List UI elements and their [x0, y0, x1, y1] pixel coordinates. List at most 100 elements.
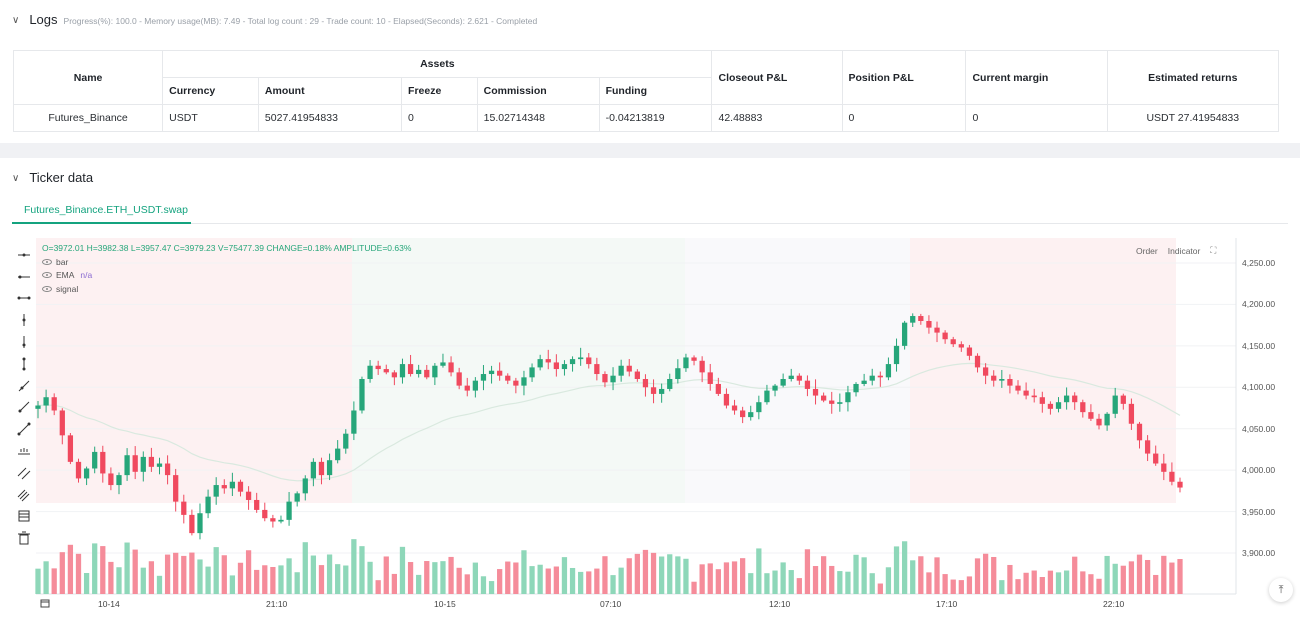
candle-body	[472, 380, 478, 391]
candle-body	[229, 481, 236, 489]
candle-body	[675, 368, 681, 379]
eye-icon[interactable]	[42, 272, 52, 278]
vertical-ray-icon[interactable]	[14, 331, 34, 353]
logs-status: Progress(%): 100.0 - Memory usage(MB): 7…	[63, 16, 538, 26]
ticker-header[interactable]: ∨ Ticker data	[12, 170, 93, 185]
horizontal-ray-icon[interactable]	[14, 266, 34, 288]
candle-body	[650, 387, 657, 394]
ohlc-readout: O=3972.01 H=3982.38 L=3957.47 C=3979.23 …	[42, 243, 412, 253]
segment-line-icon[interactable]	[14, 418, 34, 440]
scroll-top-button[interactable]: ⤒	[1269, 578, 1293, 602]
volume-bar	[837, 571, 843, 594]
fullscreen-icon[interactable]: ⛶	[1210, 245, 1217, 255]
candle-body	[359, 379, 365, 411]
indicator-button[interactable]: Indicator	[1167, 245, 1201, 256]
candle-body	[1120, 395, 1126, 404]
candle-body	[302, 478, 308, 494]
fibonacci-icon[interactable]	[14, 484, 34, 506]
volume-bar	[286, 558, 292, 594]
candle-body	[982, 367, 989, 376]
indicator-ema[interactable]: EMA n/a	[42, 270, 92, 280]
volume-bar	[521, 550, 527, 594]
vertical-segment-icon[interactable]	[14, 353, 34, 375]
candle-body	[497, 370, 503, 376]
volume-bar	[440, 561, 446, 594]
eye-icon[interactable]	[42, 286, 52, 292]
candle-body	[691, 357, 697, 361]
candle-body	[245, 491, 252, 500]
candle-body	[561, 364, 568, 370]
closeout-pnl-header: Closeout P&L	[711, 50, 843, 105]
horizontal-segment-icon[interactable]	[14, 288, 34, 310]
ticker-title: Ticker data	[29, 170, 94, 185]
volume-bar	[43, 561, 49, 594]
volume-bar	[359, 546, 365, 594]
candle-body	[1177, 481, 1183, 488]
volume-bar	[974, 558, 981, 594]
volume-bar	[885, 567, 892, 594]
candle-body	[594, 364, 600, 375]
horizontal-line-icon[interactable]	[14, 244, 34, 266]
volume-bar	[108, 561, 114, 594]
candle-body	[788, 375, 794, 379]
tab-eth-usdt-swap[interactable]: Futures_Binance.ETH_USDT.swap	[12, 196, 191, 224]
candle-body	[100, 451, 106, 474]
parallel-channel-icon[interactable]	[14, 462, 34, 484]
chevron-down-icon[interactable]: ∨	[12, 15, 20, 26]
candle-body	[213, 485, 219, 497]
volume-bar	[780, 562, 786, 594]
volume-bar	[610, 575, 616, 594]
candle-body	[335, 448, 341, 461]
candle-body	[545, 359, 551, 363]
annotation-icon[interactable]	[14, 506, 34, 528]
candle-body	[820, 395, 827, 401]
candle-body	[43, 397, 49, 406]
logs-header[interactable]: ∨ Logs Progress(%): 100.0 - Memory usage…	[12, 12, 537, 27]
calendar-icon[interactable]	[40, 598, 50, 610]
candle-body	[1161, 463, 1167, 472]
assets-header: Assets	[162, 50, 713, 78]
eye-icon[interactable]	[42, 259, 52, 265]
volume-bar	[869, 573, 875, 594]
ray-line-icon[interactable]	[14, 397, 34, 419]
candle-body	[140, 456, 146, 472]
candle-body	[416, 369, 422, 375]
volume-bar	[715, 569, 721, 594]
trash-icon[interactable]	[14, 527, 34, 549]
trend-line-icon[interactable]	[14, 375, 34, 397]
volume-bar	[764, 573, 770, 594]
candle-body	[310, 461, 317, 479]
candle-body	[326, 460, 333, 476]
volume-bar	[229, 575, 236, 594]
indicator-signal[interactable]: signal	[42, 284, 78, 294]
tab-bar: Futures_Binance.ETH_USDT.swap	[12, 196, 1288, 224]
volume-bar	[748, 573, 754, 594]
chevron-down-icon[interactable]: ∨	[12, 173, 20, 184]
indicator-bar[interactable]: bar	[42, 257, 68, 267]
order-button[interactable]: Order	[1136, 245, 1158, 256]
volume-bar	[545, 568, 551, 594]
volume-bar	[1072, 556, 1078, 594]
commission-header: Commission	[476, 77, 600, 105]
candle-body	[1096, 418, 1102, 426]
time-tick-label: 22:10	[1103, 599, 1125, 609]
candle-body	[731, 405, 738, 411]
candle-body	[391, 372, 398, 378]
vertical-line-icon[interactable]	[14, 309, 34, 331]
volume-bar	[497, 569, 503, 594]
volume-bar	[181, 555, 187, 594]
volume-bar	[1161, 555, 1167, 594]
volume-bar	[367, 561, 373, 594]
cell-amount: 5027.41954833	[257, 104, 403, 132]
volume-bar	[124, 542, 130, 594]
volume-bar	[513, 562, 519, 594]
volume-bar	[650, 552, 657, 594]
price-line-icon[interactable]	[14, 440, 34, 462]
cell-name: Futures_Binance	[12, 104, 164, 132]
candle-body	[1080, 402, 1086, 413]
cell-commission: 15.02714348	[476, 104, 600, 132]
funding-header: Funding	[598, 77, 713, 105]
volume-bar	[691, 581, 697, 594]
volume-bar	[999, 580, 1005, 594]
candlestick-chart[interactable]	[0, 158, 1300, 628]
